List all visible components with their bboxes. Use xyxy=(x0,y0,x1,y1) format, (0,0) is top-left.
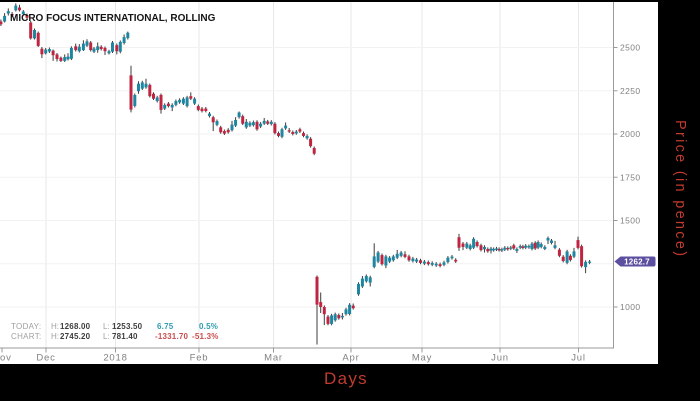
svg-text:2250: 2250 xyxy=(620,86,641,96)
svg-text:-51.3%: -51.3% xyxy=(192,332,219,341)
svg-text:Jul: Jul xyxy=(571,353,586,364)
svg-text:0.5%: 0.5% xyxy=(199,322,218,331)
svg-text:781.40: 781.40 xyxy=(112,332,138,341)
svg-text:1253.50: 1253.50 xyxy=(112,322,143,331)
svg-text:L:: L: xyxy=(103,322,110,331)
svg-text:1750: 1750 xyxy=(620,172,641,182)
svg-text:Apr: Apr xyxy=(342,353,359,364)
svg-text:May: May xyxy=(412,353,432,364)
svg-text:1000: 1000 xyxy=(620,302,641,312)
svg-text:6.75: 6.75 xyxy=(157,322,174,331)
svg-text:Feb: Feb xyxy=(190,353,209,364)
svg-text:Mar: Mar xyxy=(264,353,283,364)
svg-text:L:: L: xyxy=(103,332,110,341)
svg-text:1268.00: 1268.00 xyxy=(60,322,91,331)
svg-text:Jun: Jun xyxy=(491,353,509,364)
svg-text:CHART:: CHART: xyxy=(11,332,42,341)
svg-text:Dec: Dec xyxy=(36,353,55,364)
svg-text:2000: 2000 xyxy=(620,129,641,139)
svg-text:2745.20: 2745.20 xyxy=(60,332,91,341)
svg-text:1500: 1500 xyxy=(620,216,641,226)
svg-text:2018: 2018 xyxy=(103,353,127,364)
svg-text:H:: H: xyxy=(51,332,59,341)
svg-text:TODAY:: TODAY: xyxy=(11,322,41,331)
svg-text:Nov: Nov xyxy=(0,353,12,364)
svg-text:-1331.70: -1331.70 xyxy=(155,332,189,341)
svg-text:2500: 2500 xyxy=(620,43,641,53)
svg-text:H:: H: xyxy=(51,322,59,331)
svg-text:MICRO FOCUS INTERNATIONAL, ROL: MICRO FOCUS INTERNATIONAL, ROLLING xyxy=(10,13,216,24)
svg-text:1262.7: 1262.7 xyxy=(624,257,650,266)
